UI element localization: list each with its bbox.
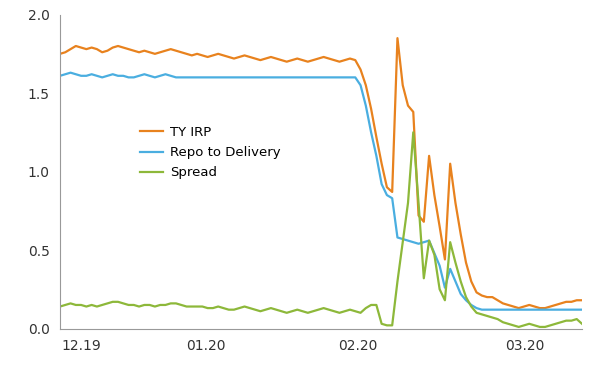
Repo to Delivery bbox=[331, 75, 338, 80]
Spread bbox=[157, 303, 164, 307]
TY IRP bbox=[157, 50, 164, 54]
Spread bbox=[367, 303, 374, 307]
Repo to Delivery bbox=[67, 70, 74, 75]
Repo to Delivery bbox=[547, 307, 554, 312]
Line: Spread: Spread bbox=[60, 132, 582, 327]
Line: Repo to Delivery: Repo to Delivery bbox=[60, 73, 582, 310]
TY IRP bbox=[578, 298, 586, 303]
Spread bbox=[578, 322, 586, 326]
Spread bbox=[178, 303, 185, 307]
TY IRP bbox=[56, 52, 64, 56]
Legend: TY IRP, Repo to Delivery, Spread: TY IRP, Repo to Delivery, Spread bbox=[134, 121, 286, 185]
Repo to Delivery bbox=[373, 154, 380, 158]
TY IRP bbox=[515, 306, 523, 310]
Repo to Delivery bbox=[563, 307, 570, 312]
TY IRP bbox=[394, 36, 401, 40]
Repo to Delivery bbox=[183, 75, 190, 80]
TY IRP bbox=[547, 304, 554, 309]
Spread bbox=[410, 130, 417, 135]
Repo to Delivery bbox=[162, 72, 169, 76]
Repo to Delivery bbox=[478, 307, 485, 312]
Spread bbox=[325, 307, 332, 312]
TY IRP bbox=[178, 50, 185, 54]
Spread bbox=[515, 325, 523, 329]
TY IRP bbox=[325, 56, 332, 61]
Line: TY IRP: TY IRP bbox=[60, 38, 582, 308]
TY IRP bbox=[367, 107, 374, 111]
Repo to Delivery bbox=[56, 74, 64, 78]
Spread bbox=[563, 318, 570, 323]
Spread bbox=[56, 304, 64, 309]
Repo to Delivery bbox=[578, 307, 586, 312]
Spread bbox=[547, 323, 554, 327]
TY IRP bbox=[563, 300, 570, 304]
